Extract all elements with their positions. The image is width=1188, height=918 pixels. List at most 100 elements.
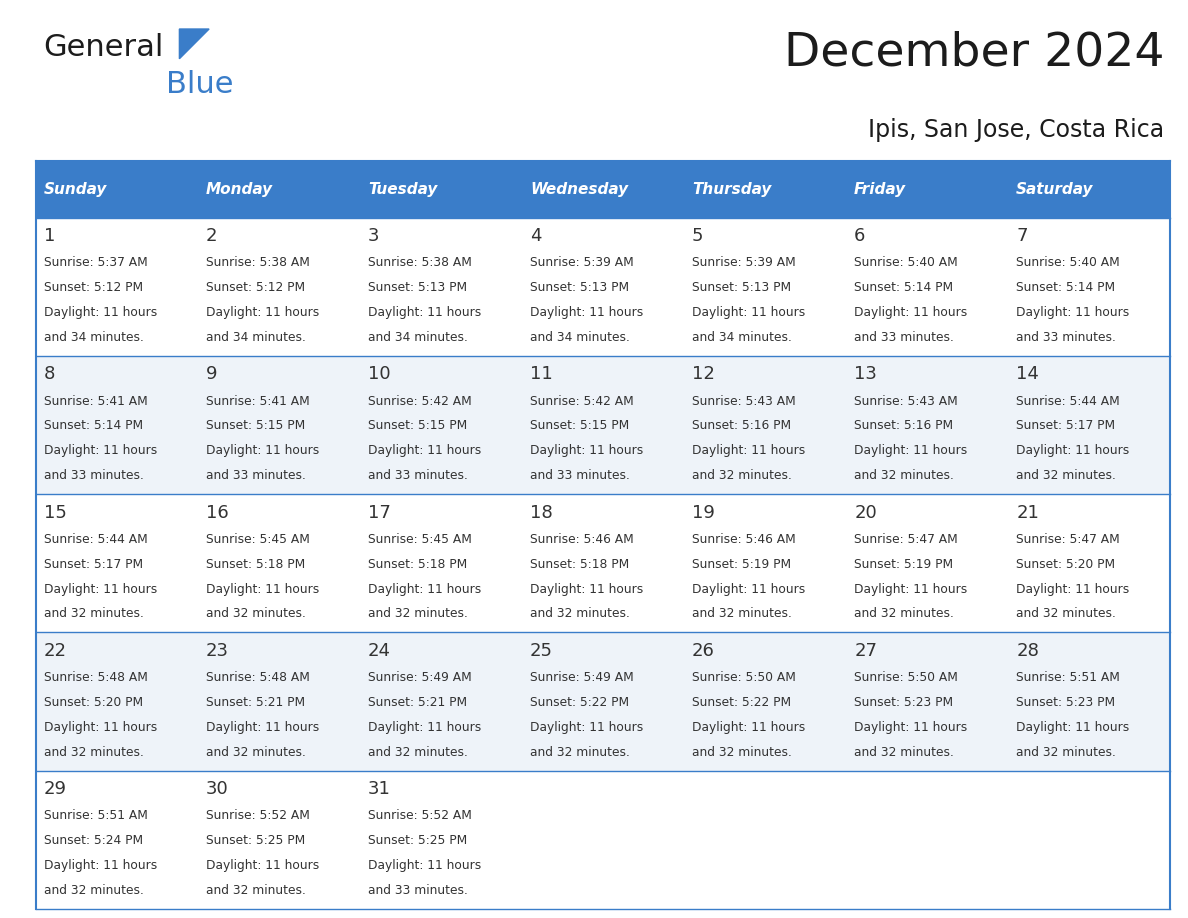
Text: Daylight: 11 hours: Daylight: 11 hours: [1016, 721, 1130, 733]
Text: Sunset: 5:14 PM: Sunset: 5:14 PM: [1016, 281, 1116, 294]
Text: Sunrise: 5:49 AM: Sunrise: 5:49 AM: [530, 671, 633, 684]
Text: Sunset: 5:17 PM: Sunset: 5:17 PM: [1016, 420, 1116, 432]
Text: and 32 minutes.: and 32 minutes.: [1016, 469, 1116, 482]
Text: 30: 30: [206, 780, 228, 799]
Text: Sunrise: 5:40 AM: Sunrise: 5:40 AM: [1016, 256, 1120, 269]
Text: 31: 31: [368, 780, 391, 799]
Text: 22: 22: [44, 642, 67, 660]
Text: Daylight: 11 hours: Daylight: 11 hours: [854, 583, 967, 596]
Text: Sunrise: 5:44 AM: Sunrise: 5:44 AM: [1016, 395, 1120, 408]
Text: and 34 minutes.: and 34 minutes.: [693, 330, 792, 344]
Text: Blue: Blue: [166, 70, 234, 98]
Text: Sunset: 5:12 PM: Sunset: 5:12 PM: [206, 281, 305, 294]
Text: Daylight: 11 hours: Daylight: 11 hours: [1016, 306, 1130, 319]
Text: Sunset: 5:17 PM: Sunset: 5:17 PM: [44, 557, 143, 571]
Text: Sunrise: 5:39 AM: Sunrise: 5:39 AM: [693, 256, 796, 269]
Text: General: General: [43, 33, 163, 62]
Text: 4: 4: [530, 228, 542, 245]
Text: Saturday: Saturday: [1016, 182, 1094, 196]
Text: and 32 minutes.: and 32 minutes.: [206, 608, 305, 621]
Text: and 32 minutes.: and 32 minutes.: [368, 745, 468, 758]
Text: Sunset: 5:24 PM: Sunset: 5:24 PM: [44, 834, 143, 847]
Text: 1: 1: [44, 228, 55, 245]
Text: Daylight: 11 hours: Daylight: 11 hours: [854, 306, 967, 319]
Text: Sunrise: 5:40 AM: Sunrise: 5:40 AM: [854, 256, 958, 269]
Text: 27: 27: [854, 642, 877, 660]
Text: 10: 10: [368, 365, 391, 384]
Text: Sunrise: 5:48 AM: Sunrise: 5:48 AM: [206, 671, 310, 684]
Text: Sunset: 5:18 PM: Sunset: 5:18 PM: [530, 557, 630, 571]
Text: and 32 minutes.: and 32 minutes.: [693, 469, 792, 482]
Text: and 32 minutes.: and 32 minutes.: [44, 884, 144, 897]
Text: Sunset: 5:20 PM: Sunset: 5:20 PM: [1016, 557, 1116, 571]
Text: and 32 minutes.: and 32 minutes.: [530, 745, 630, 758]
Text: and 32 minutes.: and 32 minutes.: [530, 608, 630, 621]
Text: Sunset: 5:12 PM: Sunset: 5:12 PM: [44, 281, 143, 294]
Text: Sunrise: 5:50 AM: Sunrise: 5:50 AM: [854, 671, 958, 684]
Text: 29: 29: [44, 780, 67, 799]
Text: Sunset: 5:19 PM: Sunset: 5:19 PM: [693, 557, 791, 571]
Text: Sunset: 5:23 PM: Sunset: 5:23 PM: [854, 696, 953, 709]
Text: Sunset: 5:18 PM: Sunset: 5:18 PM: [206, 557, 305, 571]
Text: Ipis, San Jose, Costa Rica: Ipis, San Jose, Costa Rica: [868, 118, 1164, 141]
Text: Sunset: 5:22 PM: Sunset: 5:22 PM: [530, 696, 630, 709]
Text: Sunrise: 5:47 AM: Sunrise: 5:47 AM: [1016, 532, 1120, 546]
Text: 3: 3: [368, 228, 379, 245]
Text: Daylight: 11 hours: Daylight: 11 hours: [44, 306, 157, 319]
Text: Daylight: 11 hours: Daylight: 11 hours: [854, 444, 967, 457]
Text: Wednesday: Wednesday: [530, 182, 628, 196]
Text: and 33 minutes.: and 33 minutes.: [206, 469, 305, 482]
Text: 25: 25: [530, 642, 552, 660]
Text: Daylight: 11 hours: Daylight: 11 hours: [206, 859, 320, 872]
Text: Sunrise: 5:42 AM: Sunrise: 5:42 AM: [530, 395, 633, 408]
Text: and 32 minutes.: and 32 minutes.: [368, 608, 468, 621]
Text: 28: 28: [1016, 642, 1040, 660]
Text: 2: 2: [206, 228, 217, 245]
Text: Daylight: 11 hours: Daylight: 11 hours: [693, 721, 805, 733]
Text: 11: 11: [530, 365, 552, 384]
Text: Daylight: 11 hours: Daylight: 11 hours: [1016, 444, 1130, 457]
Text: and 34 minutes.: and 34 minutes.: [44, 330, 144, 344]
Text: 24: 24: [368, 642, 391, 660]
Text: Sunrise: 5:46 AM: Sunrise: 5:46 AM: [530, 532, 633, 546]
Text: Sunset: 5:25 PM: Sunset: 5:25 PM: [368, 834, 467, 847]
Text: Sunset: 5:20 PM: Sunset: 5:20 PM: [44, 696, 143, 709]
Text: Sunset: 5:13 PM: Sunset: 5:13 PM: [368, 281, 467, 294]
Text: and 34 minutes.: and 34 minutes.: [206, 330, 305, 344]
Text: and 33 minutes.: and 33 minutes.: [1016, 330, 1116, 344]
Text: 12: 12: [693, 365, 715, 384]
Text: Sunrise: 5:38 AM: Sunrise: 5:38 AM: [206, 256, 310, 269]
Text: Sunrise: 5:50 AM: Sunrise: 5:50 AM: [693, 671, 796, 684]
Text: and 32 minutes.: and 32 minutes.: [693, 608, 792, 621]
Text: Sunset: 5:21 PM: Sunset: 5:21 PM: [368, 696, 467, 709]
Text: Sunrise: 5:45 AM: Sunrise: 5:45 AM: [368, 532, 472, 546]
Text: Daylight: 11 hours: Daylight: 11 hours: [693, 444, 805, 457]
Text: and 32 minutes.: and 32 minutes.: [854, 608, 954, 621]
Text: Sunset: 5:22 PM: Sunset: 5:22 PM: [693, 696, 791, 709]
Text: Sunrise: 5:51 AM: Sunrise: 5:51 AM: [44, 810, 147, 823]
Polygon shape: [179, 29, 209, 59]
Text: Sunrise: 5:43 AM: Sunrise: 5:43 AM: [693, 395, 796, 408]
Text: Friday: Friday: [854, 182, 906, 196]
Text: Sunrise: 5:42 AM: Sunrise: 5:42 AM: [368, 395, 472, 408]
Text: Daylight: 11 hours: Daylight: 11 hours: [693, 306, 805, 319]
Text: 13: 13: [854, 365, 877, 384]
Text: Thursday: Thursday: [693, 182, 771, 196]
Text: Sunrise: 5:37 AM: Sunrise: 5:37 AM: [44, 256, 147, 269]
Text: Sunrise: 5:44 AM: Sunrise: 5:44 AM: [44, 532, 147, 546]
Text: Daylight: 11 hours: Daylight: 11 hours: [693, 583, 805, 596]
Text: Sunrise: 5:52 AM: Sunrise: 5:52 AM: [368, 810, 472, 823]
Text: Daylight: 11 hours: Daylight: 11 hours: [368, 721, 481, 733]
Text: Sunrise: 5:52 AM: Sunrise: 5:52 AM: [206, 810, 310, 823]
Text: Daylight: 11 hours: Daylight: 11 hours: [368, 859, 481, 872]
Text: December 2024: December 2024: [784, 30, 1164, 76]
Text: 9: 9: [206, 365, 217, 384]
Text: and 33 minutes.: and 33 minutes.: [530, 469, 630, 482]
Text: Daylight: 11 hours: Daylight: 11 hours: [530, 583, 643, 596]
Text: Sunrise: 5:51 AM: Sunrise: 5:51 AM: [1016, 671, 1120, 684]
Text: 6: 6: [854, 228, 866, 245]
Text: Daylight: 11 hours: Daylight: 11 hours: [530, 444, 643, 457]
Text: and 33 minutes.: and 33 minutes.: [854, 330, 954, 344]
Text: Sunrise: 5:49 AM: Sunrise: 5:49 AM: [368, 671, 472, 684]
Text: and 32 minutes.: and 32 minutes.: [854, 469, 954, 482]
